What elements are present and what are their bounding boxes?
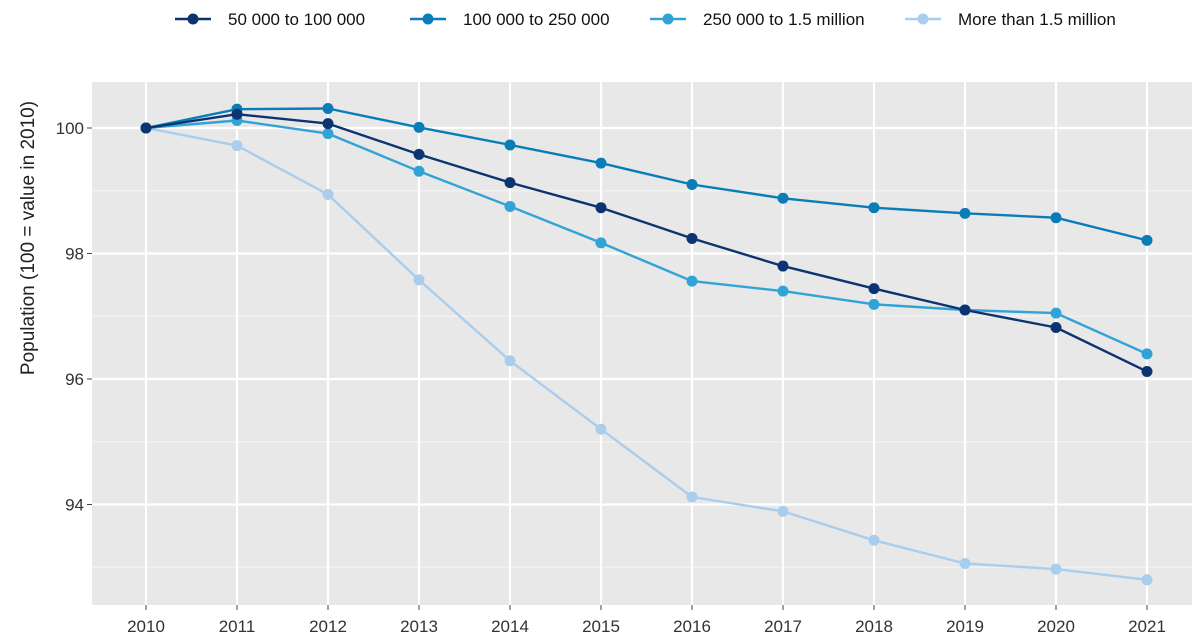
data-point (140, 122, 152, 134)
data-point (1141, 574, 1153, 586)
legend-label: More than 1.5 million (958, 10, 1116, 29)
data-point (959, 304, 971, 316)
data-point (595, 202, 607, 214)
data-point (959, 557, 971, 569)
legend-label: 100 000 to 250 000 (463, 10, 610, 29)
data-point (595, 157, 607, 169)
x-tick-label: 2021 (1128, 617, 1166, 636)
data-point (413, 121, 425, 133)
data-point (777, 285, 789, 297)
data-point (231, 108, 243, 120)
data-point (504, 355, 516, 367)
plot-panel (92, 82, 1192, 605)
data-point (868, 534, 880, 546)
data-point (413, 274, 425, 286)
x-tick-label: 2014 (491, 617, 529, 636)
x-tick-label: 2018 (855, 617, 893, 636)
data-point (1141, 348, 1153, 360)
y-tick-label: 98 (65, 245, 84, 264)
x-tick-label: 2010 (127, 617, 165, 636)
legend-item-3: 250 000 to 1.5 million (650, 10, 865, 29)
series-1 (140, 108, 1153, 377)
x-tick-label: 2019 (946, 617, 984, 636)
data-point (504, 139, 516, 151)
data-point (686, 232, 698, 244)
data-point (777, 260, 789, 272)
legend-label: 250 000 to 1.5 million (703, 10, 865, 29)
data-point (413, 148, 425, 160)
legend-swatch-marker (917, 13, 929, 25)
data-point (1050, 322, 1062, 334)
data-point (322, 103, 334, 115)
data-point (1141, 365, 1153, 377)
data-point (686, 491, 698, 503)
series-line (145, 112, 1148, 373)
legend-label: 50 000 to 100 000 (228, 10, 365, 29)
data-point (686, 178, 698, 190)
legend-swatch-marker (187, 13, 199, 25)
data-point (868, 202, 880, 214)
data-point (595, 423, 607, 435)
series-layer (140, 103, 1153, 586)
x-tick-label: 2016 (673, 617, 711, 636)
y-tick-label: 100 (56, 119, 84, 138)
series-4 (140, 122, 1153, 586)
data-point (1050, 563, 1062, 575)
series-line (145, 119, 1148, 355)
gridlines (92, 82, 1192, 605)
data-point (504, 177, 516, 189)
data-point (322, 118, 334, 130)
data-point (322, 128, 334, 140)
data-point (595, 237, 607, 249)
legend-item-2: 100 000 to 250 000 (410, 10, 610, 29)
x-axis-ticks: 2010 2011 2012 2013 2014 2015 2016 2017 2018 2019… (127, 605, 1166, 636)
x-tick-label: 2017 (764, 617, 802, 636)
data-point (1050, 212, 1062, 224)
x-tick-label: 2015 (582, 617, 620, 636)
x-tick-label: 2013 (400, 617, 438, 636)
data-point (686, 275, 698, 287)
data-point (504, 200, 516, 212)
y-tick-label: 96 (65, 370, 84, 389)
data-point (777, 505, 789, 517)
y-tick-label: 94 (65, 496, 84, 515)
data-point (413, 165, 425, 177)
legend-swatch-marker (422, 13, 434, 25)
series-line (145, 107, 1148, 242)
data-point (868, 298, 880, 310)
data-point (322, 189, 334, 201)
data-point (231, 140, 243, 152)
data-point (959, 207, 971, 219)
x-tick-label: 2020 (1037, 617, 1075, 636)
data-point (1050, 307, 1062, 319)
data-point (1141, 234, 1153, 246)
data-point (868, 283, 880, 295)
series-line (145, 126, 1148, 581)
y-axis-ticks: 94 96 98 100 (56, 119, 92, 515)
legend-item-1: 50 000 to 100 000 (175, 10, 365, 29)
x-tick-label: 2011 (219, 617, 256, 636)
legend-item-4: More than 1.5 million (905, 10, 1116, 29)
y-axis-label: Population (100 = value in 2010) (18, 101, 39, 375)
data-point (777, 192, 789, 204)
x-tick-label: 2012 (309, 617, 347, 636)
legend-swatch-marker (662, 13, 674, 25)
legend: 50 000 to 100 000 100 000 to 250 000 250 0… (175, 10, 1116, 29)
